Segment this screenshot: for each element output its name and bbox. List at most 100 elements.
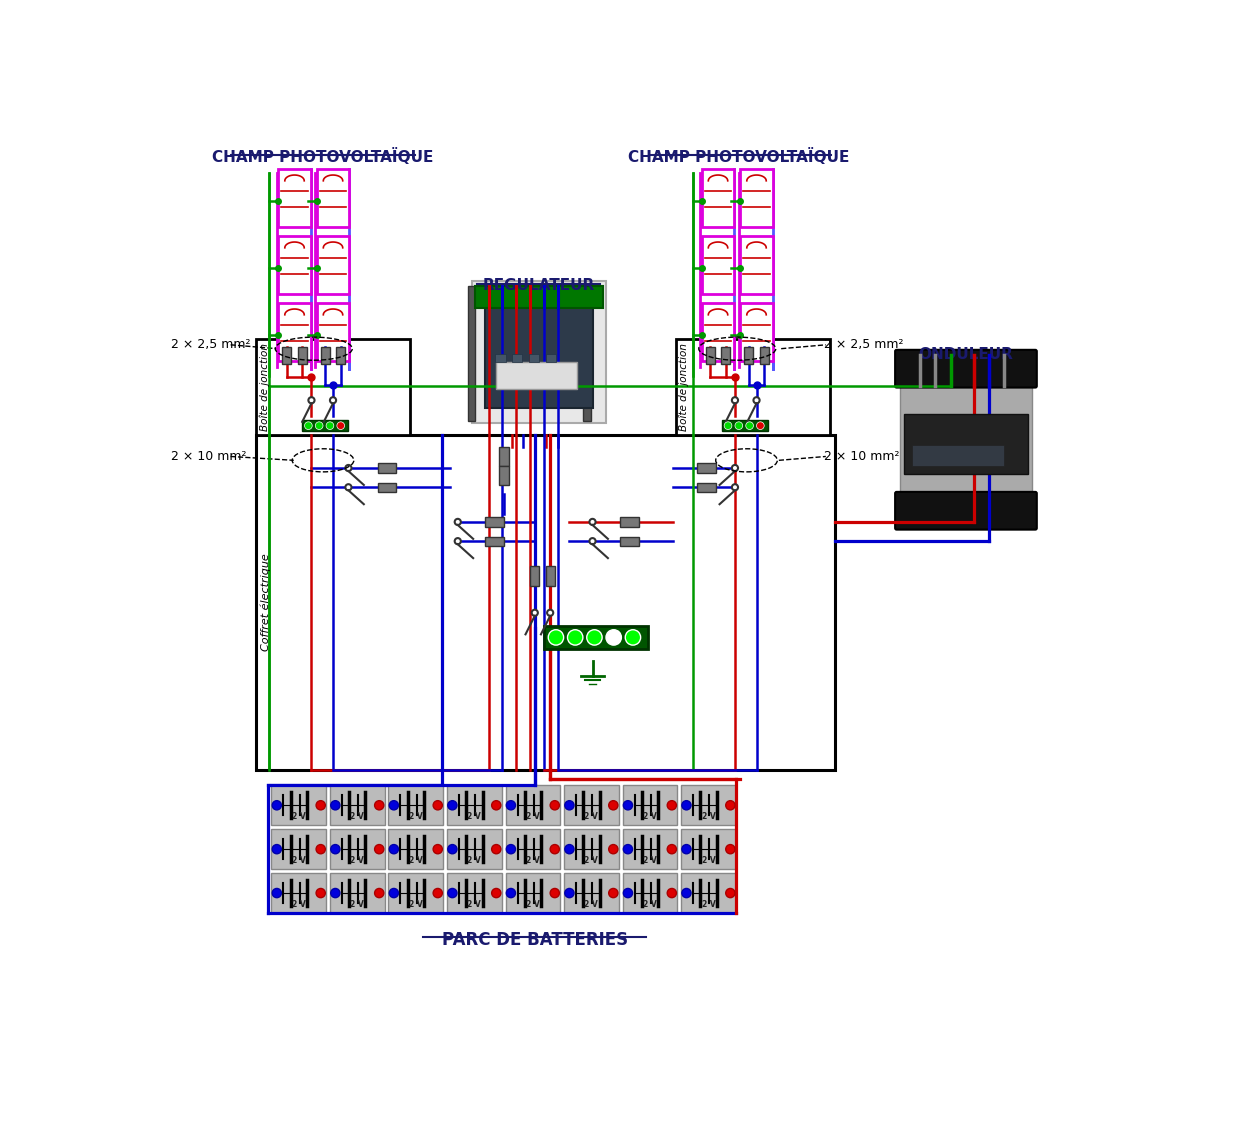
Text: 2 V: 2 V: [526, 812, 540, 822]
FancyBboxPatch shape: [895, 350, 1037, 388]
Bar: [485, 517, 504, 526]
Circle shape: [346, 464, 352, 471]
Circle shape: [550, 889, 559, 898]
Bar: [447, 873, 501, 913]
Bar: [698, 463, 716, 472]
Circle shape: [609, 801, 618, 810]
Circle shape: [682, 844, 692, 853]
Circle shape: [492, 889, 501, 898]
Circle shape: [389, 889, 399, 898]
Circle shape: [547, 609, 553, 616]
Bar: [701, 169, 734, 227]
Circle shape: [330, 397, 336, 403]
Circle shape: [532, 609, 537, 616]
Circle shape: [454, 539, 461, 544]
Circle shape: [732, 464, 739, 471]
Circle shape: [624, 844, 632, 853]
Text: REGULATEUR: REGULATEUR: [483, 277, 595, 293]
Circle shape: [667, 889, 677, 898]
Circle shape: [272, 889, 282, 898]
Text: 2 V: 2 V: [643, 812, 657, 822]
Bar: [283, 347, 291, 364]
Circle shape: [606, 630, 621, 645]
Circle shape: [309, 397, 315, 403]
Bar: [745, 347, 753, 364]
Circle shape: [316, 801, 325, 810]
Circle shape: [732, 397, 739, 403]
Text: PARC DE BATTERIES: PARC DE BATTERIES: [442, 931, 627, 949]
Circle shape: [568, 630, 583, 645]
Bar: [484, 304, 593, 408]
Text: 2 × 2,5 mm²: 2 × 2,5 mm²: [172, 339, 251, 351]
Bar: [317, 236, 350, 294]
FancyBboxPatch shape: [895, 492, 1037, 529]
Bar: [256, 435, 835, 770]
Circle shape: [448, 844, 457, 853]
Bar: [256, 339, 410, 435]
Circle shape: [753, 397, 760, 403]
Bar: [564, 873, 619, 913]
Bar: [330, 830, 384, 869]
Text: CHAMP PHOTOVOLTAÏQUE: CHAMP PHOTOVOLTAÏQUE: [629, 148, 850, 165]
Circle shape: [346, 484, 352, 491]
Bar: [740, 236, 773, 294]
Text: 2 V: 2 V: [467, 856, 482, 865]
Bar: [317, 304, 350, 361]
Circle shape: [726, 889, 735, 898]
Bar: [900, 386, 1032, 496]
Bar: [468, 286, 475, 421]
Text: CHAMP PHOTOVOLTAÏQUE: CHAMP PHOTOVOLTAÏQUE: [212, 148, 433, 165]
Circle shape: [448, 889, 457, 898]
Bar: [330, 873, 384, 913]
Circle shape: [433, 801, 442, 810]
Bar: [499, 447, 509, 466]
Bar: [546, 566, 555, 585]
Bar: [701, 236, 734, 294]
Text: 2 V: 2 V: [526, 856, 540, 865]
Text: ONDULEUR: ONDULEUR: [919, 347, 1014, 362]
Bar: [378, 463, 396, 472]
Bar: [474, 286, 603, 308]
Circle shape: [609, 844, 618, 853]
Text: 2 V: 2 V: [409, 856, 422, 865]
Bar: [740, 169, 773, 227]
Bar: [760, 347, 769, 364]
Circle shape: [389, 844, 399, 853]
Circle shape: [374, 844, 384, 853]
Text: 2 V: 2 V: [291, 812, 305, 822]
Bar: [321, 347, 330, 364]
Circle shape: [732, 484, 739, 491]
Bar: [505, 830, 561, 869]
Text: 2 V: 2 V: [584, 900, 598, 908]
Bar: [336, 347, 346, 364]
Circle shape: [433, 844, 442, 853]
Bar: [530, 566, 540, 585]
Circle shape: [316, 844, 325, 853]
Text: Coffret électrique: Coffret électrique: [261, 553, 272, 652]
Bar: [721, 347, 730, 364]
Circle shape: [625, 630, 641, 645]
Bar: [303, 420, 348, 431]
Bar: [722, 420, 768, 431]
Bar: [904, 413, 1028, 475]
Circle shape: [550, 801, 559, 810]
Circle shape: [735, 422, 742, 429]
Circle shape: [374, 801, 384, 810]
Bar: [620, 517, 638, 526]
Bar: [330, 785, 384, 825]
Text: 2 V: 2 V: [584, 856, 598, 865]
Circle shape: [374, 889, 384, 898]
Circle shape: [326, 422, 333, 429]
Text: 2 × 10 mm²: 2 × 10 mm²: [824, 450, 899, 463]
Circle shape: [609, 889, 618, 898]
Bar: [378, 483, 396, 492]
Bar: [622, 785, 677, 825]
Bar: [272, 785, 326, 825]
Text: 2 × 10 mm²: 2 × 10 mm²: [172, 450, 247, 463]
Text: 2 V: 2 V: [701, 812, 715, 822]
Circle shape: [726, 844, 735, 853]
Bar: [317, 169, 350, 227]
Circle shape: [305, 422, 312, 429]
Circle shape: [506, 844, 515, 853]
Bar: [546, 354, 556, 362]
